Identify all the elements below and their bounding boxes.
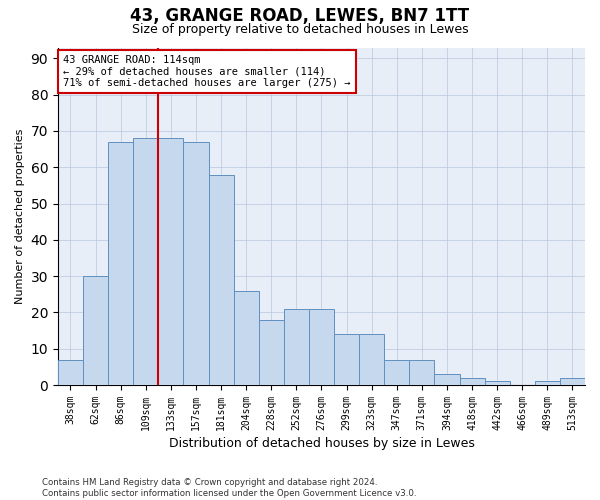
Bar	[83, 276, 108, 385]
Text: 43 GRANGE ROAD: 114sqm
← 29% of detached houses are smaller (114)
71% of semi-de: 43 GRANGE ROAD: 114sqm ← 29% of detached…	[63, 55, 350, 88]
Bar	[133, 138, 158, 385]
Bar	[434, 374, 460, 385]
Bar	[334, 334, 359, 385]
X-axis label: Distribution of detached houses by size in Lewes: Distribution of detached houses by size …	[169, 437, 475, 450]
Y-axis label: Number of detached properties: Number of detached properties	[15, 128, 25, 304]
Bar	[233, 290, 259, 385]
Bar	[284, 309, 309, 385]
Bar	[108, 142, 133, 385]
Bar	[535, 382, 560, 385]
Bar	[485, 382, 510, 385]
Text: 43, GRANGE ROAD, LEWES, BN7 1TT: 43, GRANGE ROAD, LEWES, BN7 1TT	[130, 8, 470, 26]
Bar	[359, 334, 384, 385]
Text: Size of property relative to detached houses in Lewes: Size of property relative to detached ho…	[131, 22, 469, 36]
Text: Contains HM Land Registry data © Crown copyright and database right 2024.
Contai: Contains HM Land Registry data © Crown c…	[42, 478, 416, 498]
Bar	[560, 378, 585, 385]
Bar	[158, 138, 184, 385]
Bar	[309, 309, 334, 385]
Bar	[184, 142, 209, 385]
Bar	[259, 320, 284, 385]
Bar	[384, 360, 409, 385]
Bar	[409, 360, 434, 385]
Bar	[460, 378, 485, 385]
Bar	[58, 360, 83, 385]
Bar	[209, 174, 233, 385]
